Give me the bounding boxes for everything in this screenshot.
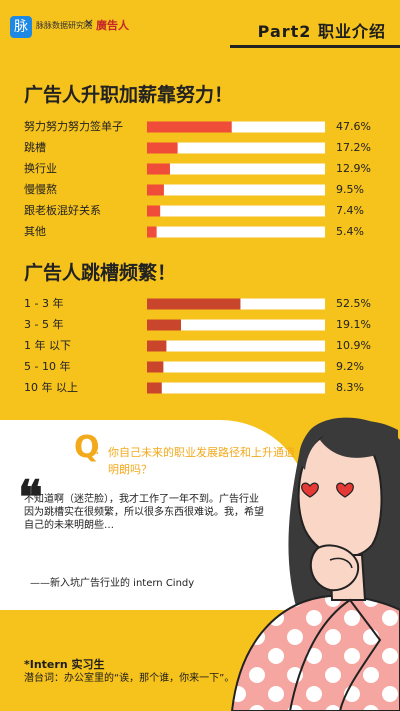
- chart1-category-label: 跟老板混好关系: [24, 203, 101, 217]
- answer-signature: ——新入坑广告行业的 intern Cindy: [30, 578, 195, 589]
- chart1-bar: [147, 226, 157, 238]
- chart2-value-label: 52.5%: [336, 297, 371, 310]
- chart2-bar-track: [147, 361, 325, 373]
- part-title: Part2 职业介绍: [257, 22, 386, 41]
- footnote-desc: 潜台词：办公室里的“诶，那个谁，你来一下”。: [24, 673, 235, 684]
- chart1-value-label: 17.2%: [336, 141, 371, 154]
- top-bar: 脉 脉脉数据研究院 × 廣告人 Part2 职业介绍: [0, 0, 400, 48]
- answer-text: 不知道啊（迷茫脸），我才工作了一年不到。广告行业因为跳槽实在很频繁，所以很多东西…: [24, 494, 264, 531]
- chart1-bar: [147, 205, 161, 217]
- chart1-category-label: 努力努力努力签单子: [24, 119, 123, 133]
- chart1-value-label: 12.9%: [336, 162, 371, 175]
- logo-separator: ×: [84, 16, 95, 30]
- chart1-bar-track: [147, 184, 325, 196]
- chart1-value-label: 5.4%: [336, 225, 364, 238]
- chart2-bar: [147, 340, 167, 352]
- chart2-bar: [147, 298, 241, 310]
- maimai-logo-icon: 脉: [10, 16, 32, 38]
- chart2-value-label: 8.3%: [336, 381, 364, 394]
- chart1-value-label: 7.4%: [336, 204, 364, 217]
- question-text: 你自己未来的职业发展路径和上升通道明朗吗？: [108, 446, 295, 476]
- chart2-category-label: 5 - 10 年: [24, 359, 70, 373]
- chart2-title: 广告人跳槽频繁！: [24, 262, 177, 284]
- question-letter: Q: [74, 430, 100, 465]
- chart2-category-label: 1 - 3 年: [24, 296, 63, 310]
- chart1-bar: [147, 184, 164, 196]
- chart1-bar-track: [147, 226, 325, 238]
- chart2-category-label: 1 年 以下: [24, 338, 71, 352]
- chart1-bar-track: [147, 142, 325, 154]
- chart1-category-label: 跳槽: [24, 140, 46, 154]
- chart2-value-label: 9.2%: [336, 360, 364, 373]
- chart2-bar-track: [147, 340, 325, 352]
- footnote-title: *Intern 实习生: [24, 658, 105, 671]
- chart1-category-label: 其他: [24, 225, 46, 238]
- chart1-title: 广告人升职加薪靠努力！: [24, 84, 234, 106]
- chart2-bar-track: [147, 382, 325, 394]
- charts-svg: 努力努力努力签单子 47.6% 跳槽 17.2% 换行业 12.9% 慢慢熬 9.5% 跟老板混…: [24, 119, 371, 394]
- chart2-category-label: 3 - 5 年: [24, 317, 63, 331]
- quote-icon: ❝: [18, 470, 43, 524]
- partner-logo: 廣告人: [96, 19, 129, 32]
- chart1-bar: [147, 121, 232, 133]
- chart2-value-label: 19.1%: [336, 318, 371, 331]
- chart1-bar-track: [147, 205, 325, 217]
- chart2-bar: [147, 382, 162, 394]
- chart1-value-label: 47.6%: [336, 120, 371, 133]
- chart1-bar: [147, 142, 178, 154]
- card-background: [0, 420, 310, 610]
- chart1-bar-track: [147, 163, 325, 175]
- part-title-box: Part2 职业介绍: [230, 14, 400, 48]
- chart2-bar: [147, 361, 164, 373]
- chart1-bar: [147, 163, 170, 175]
- chart1-bar-track: [147, 121, 325, 133]
- chart2-bar-track: [147, 319, 325, 331]
- interview-card: [0, 420, 400, 711]
- chart2-category-label: 10 年 以上: [24, 380, 78, 394]
- chart1-category-label: 慢慢熬: [24, 182, 57, 196]
- question-colon: :: [95, 442, 100, 458]
- chart2-bar: [147, 319, 181, 331]
- logo-text: 脉脉数据研究院: [36, 21, 92, 30]
- chart1-category-label: 换行业: [24, 161, 57, 175]
- chart1-value-label: 9.5%: [336, 183, 364, 196]
- chart2-value-label: 10.9%: [336, 339, 371, 352]
